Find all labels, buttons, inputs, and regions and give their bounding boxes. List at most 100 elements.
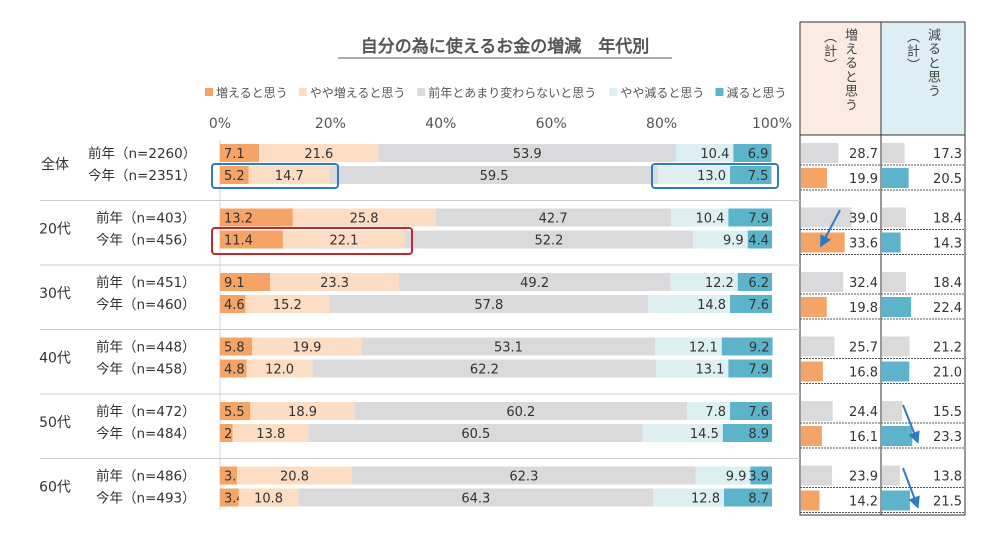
data-label: 9.9 xyxy=(726,470,747,485)
bar-segment xyxy=(398,273,671,291)
data-label: 9.2 xyxy=(749,341,770,356)
bar-segment xyxy=(220,424,233,442)
row-label: 今年（n=460） xyxy=(96,297,196,313)
x-tick-label: 60% xyxy=(536,116,567,132)
inc-bar xyxy=(801,361,823,382)
data-label: 7.6 xyxy=(748,298,769,313)
data-label: 25.8 xyxy=(350,212,379,227)
x-tick-label: 0% xyxy=(209,116,231,132)
data-label: 57.8 xyxy=(474,298,503,313)
data-label: 21.6 xyxy=(304,147,333,162)
row-label: 前年（n=403） xyxy=(96,210,196,227)
data-label: 14.5 xyxy=(690,427,719,442)
dec-bar xyxy=(882,490,910,511)
bar-segment xyxy=(220,230,283,249)
data-label: 18.9 xyxy=(288,405,317,420)
data-label: 13.2 xyxy=(224,212,253,227)
x-tick-label: 100% xyxy=(752,116,792,132)
dec-value: 18.4 xyxy=(933,276,962,291)
inc-value: 28.7 xyxy=(849,147,878,162)
arrow-icon xyxy=(902,467,920,509)
data-label: 5.2 xyxy=(224,169,245,184)
bar-segment xyxy=(675,144,734,162)
bar-segment xyxy=(282,230,405,249)
data-label: 20.8 xyxy=(280,470,309,485)
bar-segment xyxy=(686,402,731,420)
bar-segment xyxy=(259,144,379,162)
data-label: 15.2 xyxy=(273,298,302,313)
bar-segment xyxy=(728,208,772,227)
highlight-box xyxy=(211,227,413,255)
group-label: 40代 xyxy=(39,351,71,367)
data-label: 9.1 xyxy=(224,276,245,291)
x-tick-label: 20% xyxy=(315,116,346,132)
bar-segment xyxy=(737,273,772,291)
data-label: 42.7 xyxy=(539,212,568,227)
dec-bar xyxy=(882,297,912,317)
bar-segment xyxy=(695,466,751,485)
legend-swatch xyxy=(298,88,307,96)
chart-title: 自分の為に使えるお金の増減 年代別 xyxy=(361,36,650,57)
bar-segment xyxy=(721,337,773,356)
bar-segment xyxy=(642,424,723,442)
inc-value: 14.2 xyxy=(849,495,878,510)
dec-bar xyxy=(882,426,913,446)
bar-segment xyxy=(728,359,772,378)
dec-bar xyxy=(882,207,906,228)
group-label: 60代 xyxy=(39,480,71,496)
dec-value: 22.4 xyxy=(933,301,962,316)
data-label: 62.2 xyxy=(470,363,499,378)
bar-segment xyxy=(747,230,772,249)
bar-segment xyxy=(730,402,772,420)
row-label: 今年（n=456） xyxy=(96,233,196,249)
inc-value: 32.4 xyxy=(849,276,878,291)
inc-value: 25.7 xyxy=(849,341,878,356)
data-label: 5.8 xyxy=(224,341,245,356)
inc-header-bg xyxy=(800,22,881,135)
inc-value: 19.9 xyxy=(849,172,878,187)
data-label: 22.1 xyxy=(329,234,358,249)
bar-segment xyxy=(248,166,330,184)
legend-label: やや減ると思う xyxy=(620,85,704,100)
dec-value: 20.5 xyxy=(933,172,962,187)
legend-label: 減ると思う xyxy=(727,85,787,100)
data-label: 60.2 xyxy=(506,405,535,420)
legend-swatch xyxy=(609,88,618,96)
bar-segment xyxy=(220,359,247,378)
data-label: 3.9 xyxy=(748,470,769,485)
dec-bar xyxy=(882,336,910,357)
dec-bar xyxy=(882,361,910,382)
group-label: 全体 xyxy=(41,156,69,173)
row-label: 前年（n=472） xyxy=(96,403,196,420)
bar-segment xyxy=(220,402,251,420)
dec-header: 減ると思う xyxy=(925,28,940,98)
data-label: 9.9 xyxy=(723,234,744,249)
data-label: 6.2 xyxy=(748,276,769,291)
legend-swatch xyxy=(715,88,724,96)
dec-bar xyxy=(882,272,906,292)
inc-bar xyxy=(801,207,852,228)
data-label: 4.6 xyxy=(224,298,245,313)
dec-value: 23.3 xyxy=(933,430,962,445)
group-label: 50代 xyxy=(39,415,71,431)
bar-segment xyxy=(404,230,694,249)
bar-segment xyxy=(270,273,399,291)
data-label: 12.8 xyxy=(691,492,720,507)
legend-label: 前年とあまり変わらないと思う xyxy=(428,85,596,100)
inc-value: 16.8 xyxy=(849,366,878,381)
bar-segment xyxy=(435,208,671,227)
row-label: 今年（n=493） xyxy=(96,491,196,507)
data-label: 53.9 xyxy=(513,147,542,162)
inc-value: 24.4 xyxy=(849,405,878,420)
data-label: 10.4 xyxy=(700,147,729,162)
data-label: 4.4 xyxy=(748,234,769,249)
data-label: 49.2 xyxy=(520,276,549,291)
data-label: 8.9 xyxy=(748,427,769,442)
data-label: 7.5 xyxy=(748,169,769,184)
group-label: 20代 xyxy=(39,222,71,238)
inc-bar xyxy=(801,465,833,486)
data-label: 6.9 xyxy=(748,147,769,162)
data-label: 19.9 xyxy=(292,341,321,356)
bar-segment xyxy=(220,166,249,184)
